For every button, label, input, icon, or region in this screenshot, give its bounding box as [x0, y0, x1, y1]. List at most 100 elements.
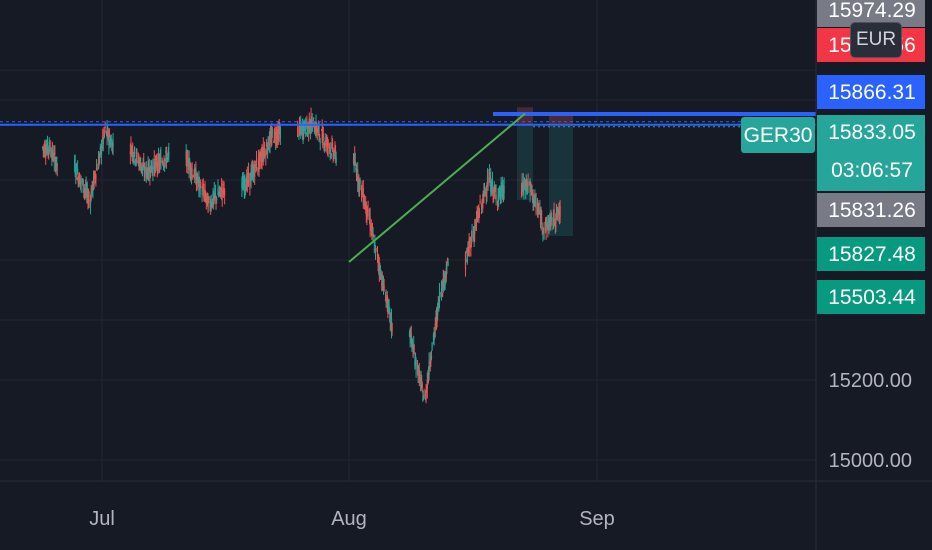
candle-body	[553, 211, 555, 224]
price-tag-value: 15831.26	[828, 199, 916, 222]
candle-body	[429, 366, 431, 369]
candle-body	[470, 237, 473, 245]
candle-body	[216, 198, 218, 201]
candle-body	[548, 226, 550, 229]
candle-body	[152, 165, 154, 175]
candle-body	[335, 156, 337, 163]
candle-body	[297, 127, 299, 137]
candle-body	[533, 199, 535, 205]
candle-body	[542, 230, 545, 232]
candle-body	[313, 117, 315, 120]
candle-body	[325, 144, 327, 147]
candle-body	[42, 147, 44, 149]
candle-body	[255, 160, 258, 170]
candle-body	[99, 153, 101, 158]
candle-body	[434, 322, 436, 330]
candle-body	[361, 185, 363, 190]
candle-body	[249, 173, 251, 187]
candle-body	[210, 206, 212, 210]
candle-body	[188, 158, 190, 171]
candle-body	[371, 228, 374, 230]
time-tick-label: Sep	[579, 508, 615, 530]
candle-body	[382, 279, 384, 285]
candle-body	[466, 250, 468, 253]
candle-body	[221, 191, 223, 198]
currency-button[interactable]: EUR	[850, 22, 902, 58]
candle-body	[322, 135, 324, 139]
candle-body	[207, 198, 209, 211]
candle-body	[214, 194, 216, 196]
candle-body	[252, 170, 255, 178]
candle-body	[160, 156, 162, 169]
candle-body	[157, 156, 159, 172]
price-tag-value: 15974.29	[828, 0, 916, 22]
candle-body	[380, 272, 382, 276]
stop-loss-zone	[517, 107, 533, 125]
price-tag-value: 15827.48	[828, 243, 916, 266]
price-tag-blue	[817, 75, 925, 109]
candle-body	[503, 185, 505, 193]
candle-body	[411, 338, 413, 343]
candle-body	[163, 162, 165, 166]
candle-body	[276, 133, 278, 141]
candle-body	[247, 172, 250, 182]
candle-body	[418, 369, 420, 384]
candle-body	[257, 167, 259, 169]
candle-body	[243, 178, 245, 186]
candle-body	[326, 138, 328, 150]
candle-body	[300, 127, 302, 135]
candle-body	[422, 397, 425, 400]
candle-body	[223, 182, 225, 187]
candle-body	[76, 177, 78, 180]
candle-body	[355, 168, 357, 171]
candle-body	[259, 152, 261, 162]
candle-body	[310, 116, 312, 121]
candle-body	[546, 221, 548, 226]
candle-body	[478, 211, 481, 215]
candle-body	[102, 136, 104, 142]
candle-body	[305, 121, 307, 134]
price-tag-teal	[817, 115, 925, 191]
candle-body	[542, 231, 544, 233]
time-axis[interactable]: Jul Aug Sep	[89, 508, 615, 530]
candle-body	[195, 169, 197, 185]
candle-body	[319, 142, 321, 144]
candle-body	[480, 204, 483, 207]
candle-body	[551, 223, 553, 225]
candle-body	[388, 306, 390, 308]
candle-body	[491, 186, 493, 193]
candle-body	[268, 148, 270, 150]
candle-body	[102, 139, 104, 145]
candle-body	[186, 151, 188, 167]
candle-body	[410, 333, 412, 338]
candle-body	[445, 268, 447, 279]
candle-body	[530, 183, 532, 187]
candle-body	[135, 159, 137, 163]
candle-body	[88, 199, 90, 201]
candle-body	[411, 341, 414, 346]
candle-body	[148, 167, 150, 171]
candle-body	[547, 219, 550, 225]
candle-body	[493, 190, 495, 198]
candle-body	[186, 152, 188, 154]
candle-body	[146, 169, 148, 174]
candle-body	[135, 152, 137, 161]
candle-body	[440, 289, 443, 295]
candle-body	[273, 129, 275, 142]
candle-body	[334, 150, 337, 159]
candle-body	[133, 147, 136, 154]
candle-body	[154, 161, 157, 166]
candle-body	[217, 188, 219, 196]
candle-body	[359, 179, 361, 185]
candle-body	[143, 162, 145, 165]
candle-body	[536, 207, 539, 209]
price-axis[interactable]: 15200.00 15000.00	[829, 370, 912, 472]
candle-body	[161, 161, 163, 163]
candle-body	[333, 151, 335, 159]
candle-body	[273, 141, 275, 143]
candle-body	[431, 342, 433, 350]
candle-body	[85, 185, 87, 194]
candle-body	[189, 164, 191, 166]
candle-body	[409, 331, 411, 339]
